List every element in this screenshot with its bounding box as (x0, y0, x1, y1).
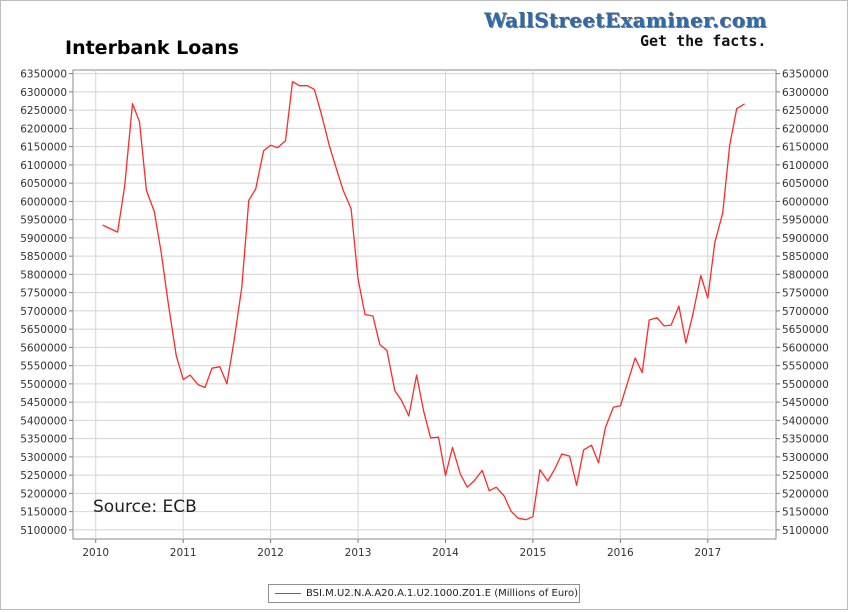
y-tick-label-right: 5300000 (782, 452, 829, 464)
site-tagline: Get the facts. (640, 32, 767, 50)
y-tick-label-left: 6200000 (20, 123, 67, 135)
y-tick-label-right: 5800000 (782, 269, 829, 281)
y-tick-label-right: 6050000 (782, 178, 829, 190)
y-tick-label-left: 5250000 (20, 470, 67, 482)
legend-label: BSI.M.U2.N.A.A20.A.1.U2.1000.Z01.E (Mill… (306, 588, 579, 599)
y-tick-label-left: 5900000 (20, 233, 67, 245)
y-tick-label-right: 6350000 (782, 69, 829, 81)
y-tick-label-right: 5650000 (782, 324, 829, 336)
y-tick-label-left: 5650000 (20, 324, 67, 336)
plot-area (72, 69, 777, 540)
y-tick-label-left: 5350000 (20, 434, 67, 446)
axis-ticks (69, 73, 780, 543)
y-tick-label-right: 5600000 (782, 342, 829, 354)
y-tick-label-left: 5550000 (20, 361, 67, 373)
source-note: Source: ECB (93, 497, 197, 517)
y-tick-label-left: 5300000 (20, 452, 67, 464)
y-tick-label-left: 5100000 (20, 525, 67, 537)
y-tick-label-right: 5750000 (782, 288, 829, 300)
y-tick-label-right: 6300000 (782, 87, 829, 99)
x-tick-label: 2010 (82, 547, 109, 559)
y-tick-label-left: 5750000 (20, 288, 67, 300)
y-tick-label-left: 5400000 (20, 415, 67, 427)
y-tick-label-left: 5800000 (20, 269, 67, 281)
series-line (102, 81, 745, 521)
y-tick-label-right: 5900000 (782, 233, 829, 245)
y-tick-label-left: 5450000 (20, 397, 67, 409)
y-tick-label-left: 6300000 (20, 87, 67, 99)
y-tick-label-left: 5850000 (20, 251, 67, 263)
site-logo: WallStreetExaminer.com (484, 8, 767, 32)
y-tick-label-right: 6000000 (782, 196, 829, 208)
y-tick-label-right: 5700000 (782, 306, 829, 318)
legend-swatch (275, 593, 301, 594)
y-tick-label-right: 5550000 (782, 361, 829, 373)
grid-lines (73, 70, 776, 539)
y-tick-label-right: 6150000 (782, 142, 829, 154)
y-tick-label-left: 5200000 (20, 488, 67, 500)
y-tick-label-left: 5500000 (20, 379, 67, 391)
y-tick-label-left: 6050000 (20, 178, 67, 190)
x-tick-label: 2015 (520, 547, 547, 559)
x-tick-label: 2013 (345, 547, 372, 559)
y-tick-label-left: 6150000 (20, 142, 67, 154)
chart-title: Interbank Loans (65, 37, 239, 59)
x-tick-label: 2016 (607, 547, 634, 559)
y-tick-label-right: 5200000 (782, 488, 829, 500)
legend: BSI.M.U2.N.A.A20.A.1.U2.1000.Z01.E (Mill… (268, 584, 580, 603)
y-tick-label-left: 5150000 (20, 507, 67, 519)
y-tick-label-right: 6250000 (782, 105, 829, 117)
y-tick-label-left: 6100000 (20, 160, 67, 172)
y-tick-label-right: 5950000 (782, 215, 829, 227)
y-tick-label-left: 6250000 (20, 105, 67, 117)
y-tick-label-right: 6200000 (782, 123, 829, 135)
y-tick-label-left: 6000000 (20, 196, 67, 208)
y-tick-label-left: 6350000 (20, 69, 67, 81)
y-tick-label-right: 5850000 (782, 251, 829, 263)
y-tick-label-right: 5400000 (782, 415, 829, 427)
y-tick-label-right: 6100000 (782, 160, 829, 172)
y-tick-label-right: 5500000 (782, 379, 829, 391)
x-tick-label: 2014 (432, 547, 459, 559)
y-tick-label-right: 5150000 (782, 507, 829, 519)
y-tick-label-right: 5450000 (782, 397, 829, 409)
x-tick-label: 2017 (694, 547, 721, 559)
x-tick-label: 2011 (170, 547, 197, 559)
y-tick-label-right: 5100000 (782, 525, 829, 537)
y-tick-label-left: 5950000 (20, 215, 67, 227)
y-tick-label-right: 5250000 (782, 470, 829, 482)
series-layer (102, 81, 745, 521)
y-tick-label-right: 5350000 (782, 434, 829, 446)
y-tick-label-left: 5600000 (20, 342, 67, 354)
x-tick-label: 2012 (257, 547, 284, 559)
y-tick-label-left: 5700000 (20, 306, 67, 318)
axis-tick-labels: 5100000 5100000 5150000 5150000 5200000 52000… (20, 69, 829, 559)
